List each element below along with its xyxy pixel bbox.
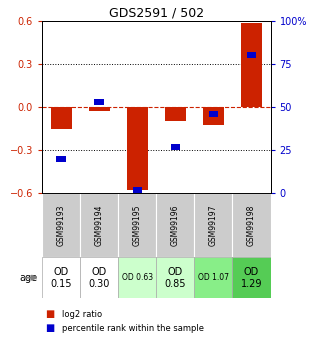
Bar (194, 193, 232, 257)
Text: OD 1.07: OD 1.07 (198, 273, 229, 282)
Text: GSM99193: GSM99193 (57, 204, 66, 246)
Text: OD
1.29: OD 1.29 (241, 267, 262, 288)
Text: log2 ratio: log2 ratio (62, 310, 102, 319)
Bar (127, 107, 148, 190)
Bar (156, 257, 194, 298)
Bar (42, 257, 80, 298)
Bar (118, 257, 156, 298)
Bar (194, 257, 232, 298)
Bar (80, 193, 118, 257)
Text: OD
0.30: OD 0.30 (88, 267, 110, 288)
Text: OD 0.63: OD 0.63 (122, 273, 153, 282)
Bar (118, 193, 156, 257)
Text: ■: ■ (45, 309, 54, 319)
Text: GSM99197: GSM99197 (209, 204, 218, 246)
Bar (209, 111, 218, 117)
Text: ■: ■ (45, 323, 54, 333)
Title: GDS2591 / 502: GDS2591 / 502 (109, 7, 204, 20)
Bar (165, 107, 186, 121)
Text: GSM99194: GSM99194 (95, 204, 104, 246)
Bar (42, 193, 80, 257)
Bar (232, 257, 271, 298)
Bar (80, 257, 118, 298)
Bar (232, 193, 271, 257)
Bar (95, 99, 104, 105)
Text: GSM99195: GSM99195 (133, 204, 142, 246)
Text: GSM99198: GSM99198 (247, 205, 256, 246)
Bar (89, 107, 109, 110)
Bar (51, 107, 72, 129)
Text: OD
0.15: OD 0.15 (50, 267, 72, 288)
Bar (132, 187, 142, 193)
Bar (203, 107, 224, 125)
Bar (56, 156, 66, 161)
Text: GSM99196: GSM99196 (171, 204, 180, 246)
Text: OD
0.85: OD 0.85 (165, 267, 186, 288)
Bar (241, 23, 262, 107)
Text: percentile rank within the sample: percentile rank within the sample (62, 324, 204, 333)
Text: age: age (19, 273, 37, 283)
Bar (171, 144, 180, 149)
Bar (247, 52, 256, 58)
Bar (156, 193, 194, 257)
